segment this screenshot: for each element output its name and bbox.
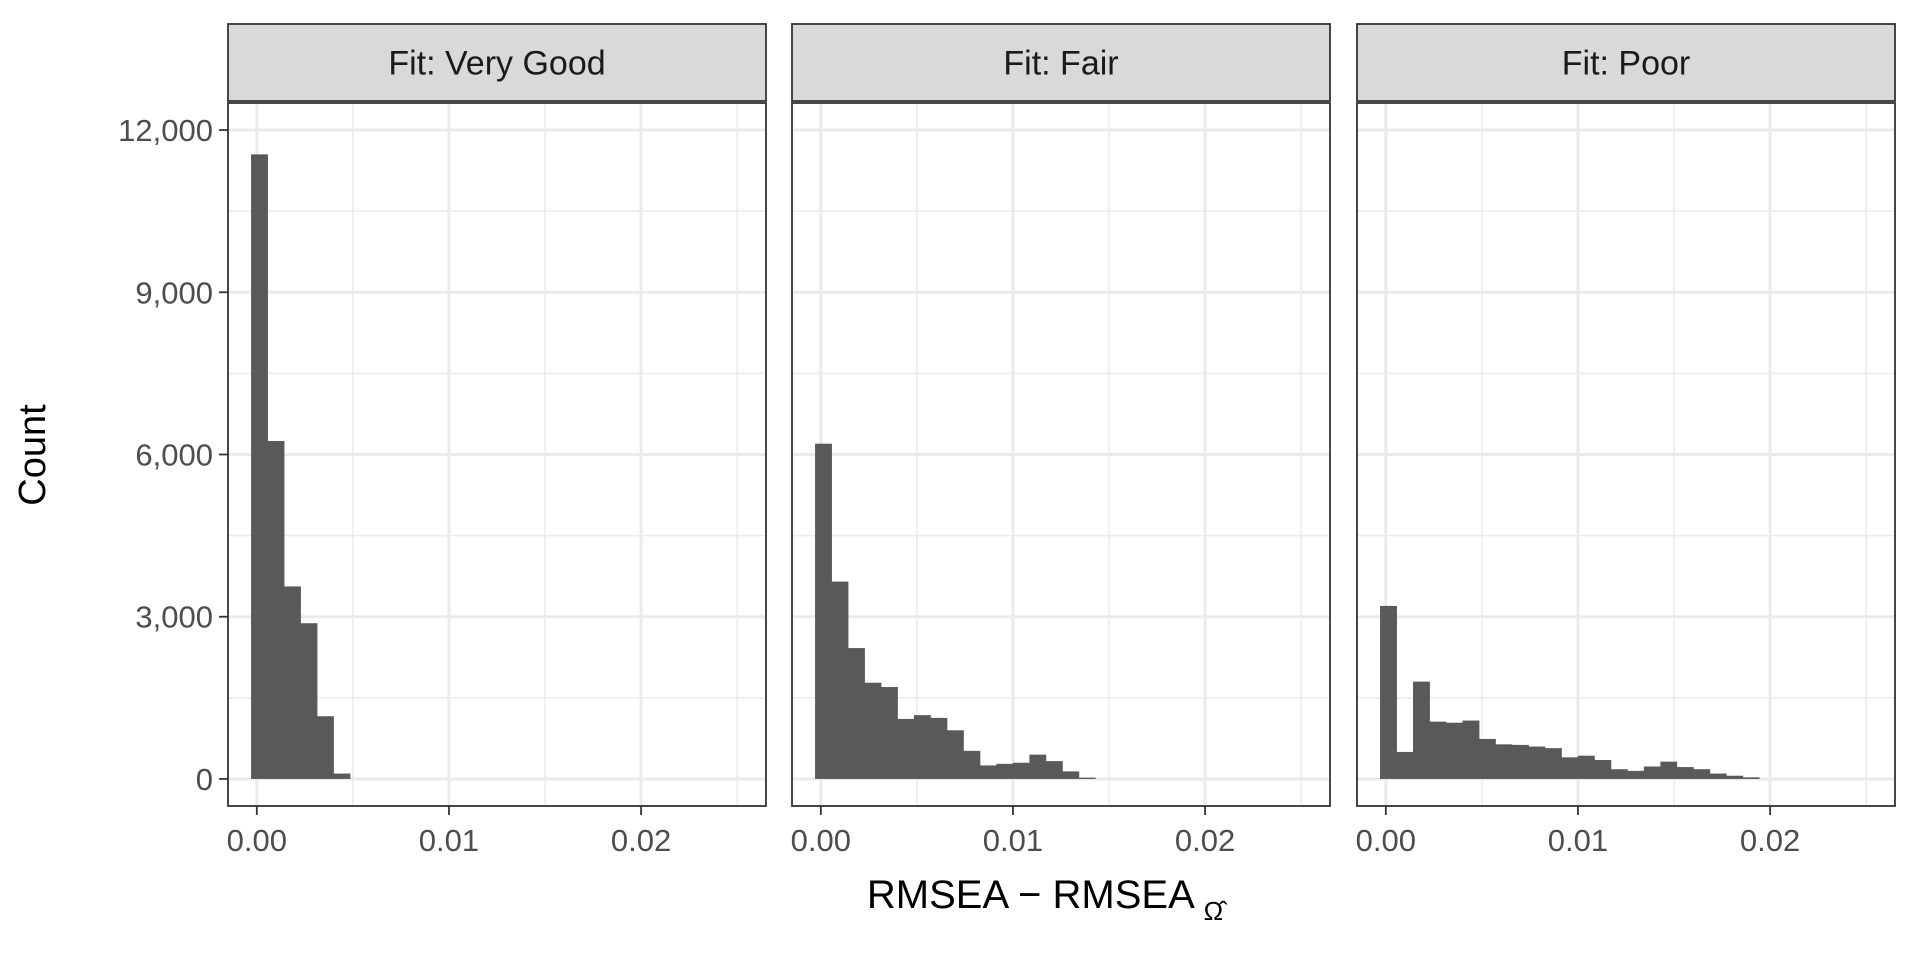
facet-panel: Fit: Very Good 0.00 0.01 0.02	[227, 23, 767, 858]
facet-strip-label: Fit: Poor	[1562, 45, 1690, 83]
histogram-bar	[913, 715, 931, 779]
histogram-bar	[1610, 769, 1628, 779]
histogram-bar	[930, 717, 948, 779]
facet-strip	[791, 23, 1331, 102]
histogram-bar	[1643, 766, 1661, 779]
histogram-bar	[1544, 748, 1562, 779]
histogram-bar	[1396, 751, 1414, 779]
histogram-bar	[1709, 773, 1727, 779]
y-tick-label: 0	[196, 762, 213, 797]
histogram-bar	[1062, 771, 1080, 779]
histogram-bar	[1561, 757, 1579, 779]
histogram-bar	[1577, 755, 1595, 779]
y-tick-label: 6,000	[135, 438, 213, 473]
x-tick-label: 0.00	[1356, 823, 1416, 858]
facet-strip	[1356, 23, 1896, 102]
y-tick-label: 3,000	[135, 600, 213, 635]
histogram-bar	[864, 682, 882, 779]
x-tick-label: 0.01	[419, 823, 479, 858]
y-tick-label: 9,000	[135, 275, 213, 310]
histogram-bar	[1660, 761, 1678, 779]
histogram-bar	[963, 750, 981, 779]
histogram-bar	[979, 765, 997, 779]
x-tick-label: 0.00	[227, 823, 287, 858]
histogram-bar	[267, 440, 285, 779]
histogram-bar	[1045, 761, 1063, 779]
x-axis-label-subscript: Ω̂	[1204, 896, 1228, 926]
histogram-bar	[1029, 754, 1047, 779]
histogram-bar	[1676, 767, 1694, 779]
histogram-bar	[815, 443, 832, 779]
histogram-bar	[1413, 681, 1430, 779]
histogram-bar	[848, 648, 865, 779]
histogram-bar	[1446, 722, 1463, 779]
histogram-bar	[1380, 605, 1397, 779]
y-tick-label: 12,000	[118, 113, 213, 148]
facet-panel: Fit: Fair 0.00 0.01 0.02	[791, 23, 1331, 858]
panel-border	[1356, 102, 1896, 807]
histogram-bar	[1495, 744, 1513, 779]
x-axis-label-main: RMSEA − RMSEA	[867, 873, 1195, 917]
histogram-bar	[1627, 770, 1645, 779]
facet-strip-label: Fit: Very Good	[388, 45, 605, 83]
histogram-bar	[1012, 762, 1030, 779]
y-axis-ticks: 0 3,000 6,000 9,000 12,000	[118, 113, 228, 797]
histogram-bar	[996, 763, 1014, 779]
x-axis-label: RMSEA − RMSEA Ω̂	[867, 873, 1228, 926]
histogram-bar	[284, 586, 301, 779]
histogram-bar	[1511, 744, 1529, 779]
histogram-bar	[317, 716, 334, 779]
histogram-bar	[1726, 775, 1744, 779]
histogram-bar	[881, 687, 898, 779]
histogram-bar	[897, 718, 915, 779]
histogram-bar	[1478, 738, 1496, 779]
histogram-bar	[1594, 760, 1612, 779]
facet-strip-label: Fit: Fair	[1003, 45, 1118, 83]
histogram-bar	[333, 773, 351, 779]
histogram-bar	[1462, 720, 1480, 779]
histogram-bar	[1693, 769, 1711, 779]
histogram-bar	[1429, 721, 1447, 779]
histogram-bar	[1528, 746, 1546, 779]
x-tick-label: 0.00	[791, 823, 851, 858]
facet-strip	[227, 23, 767, 102]
x-tick-label: 0.01	[983, 823, 1043, 858]
y-axis-label: Count	[12, 404, 54, 506]
histogram-bar	[1078, 777, 1096, 779]
histogram-bar	[831, 581, 849, 779]
histogram-bar	[251, 154, 268, 779]
x-tick-label: 0.02	[611, 823, 671, 858]
facet-panel: Fit: Poor 0.00 0.01 0.02	[1356, 23, 1896, 858]
histogram-bar	[300, 623, 318, 779]
facet-panels: Fit: Very Good 0.00 0.01 0.02 Fit: Fair 0.00 0…	[227, 23, 1896, 858]
panel-border	[791, 102, 1331, 807]
histogram-bar	[946, 730, 964, 779]
x-tick-label: 0.02	[1740, 823, 1800, 858]
histogram-bar	[1742, 777, 1760, 779]
x-tick-label: 0.01	[1548, 823, 1608, 858]
x-tick-label: 0.02	[1175, 823, 1235, 858]
